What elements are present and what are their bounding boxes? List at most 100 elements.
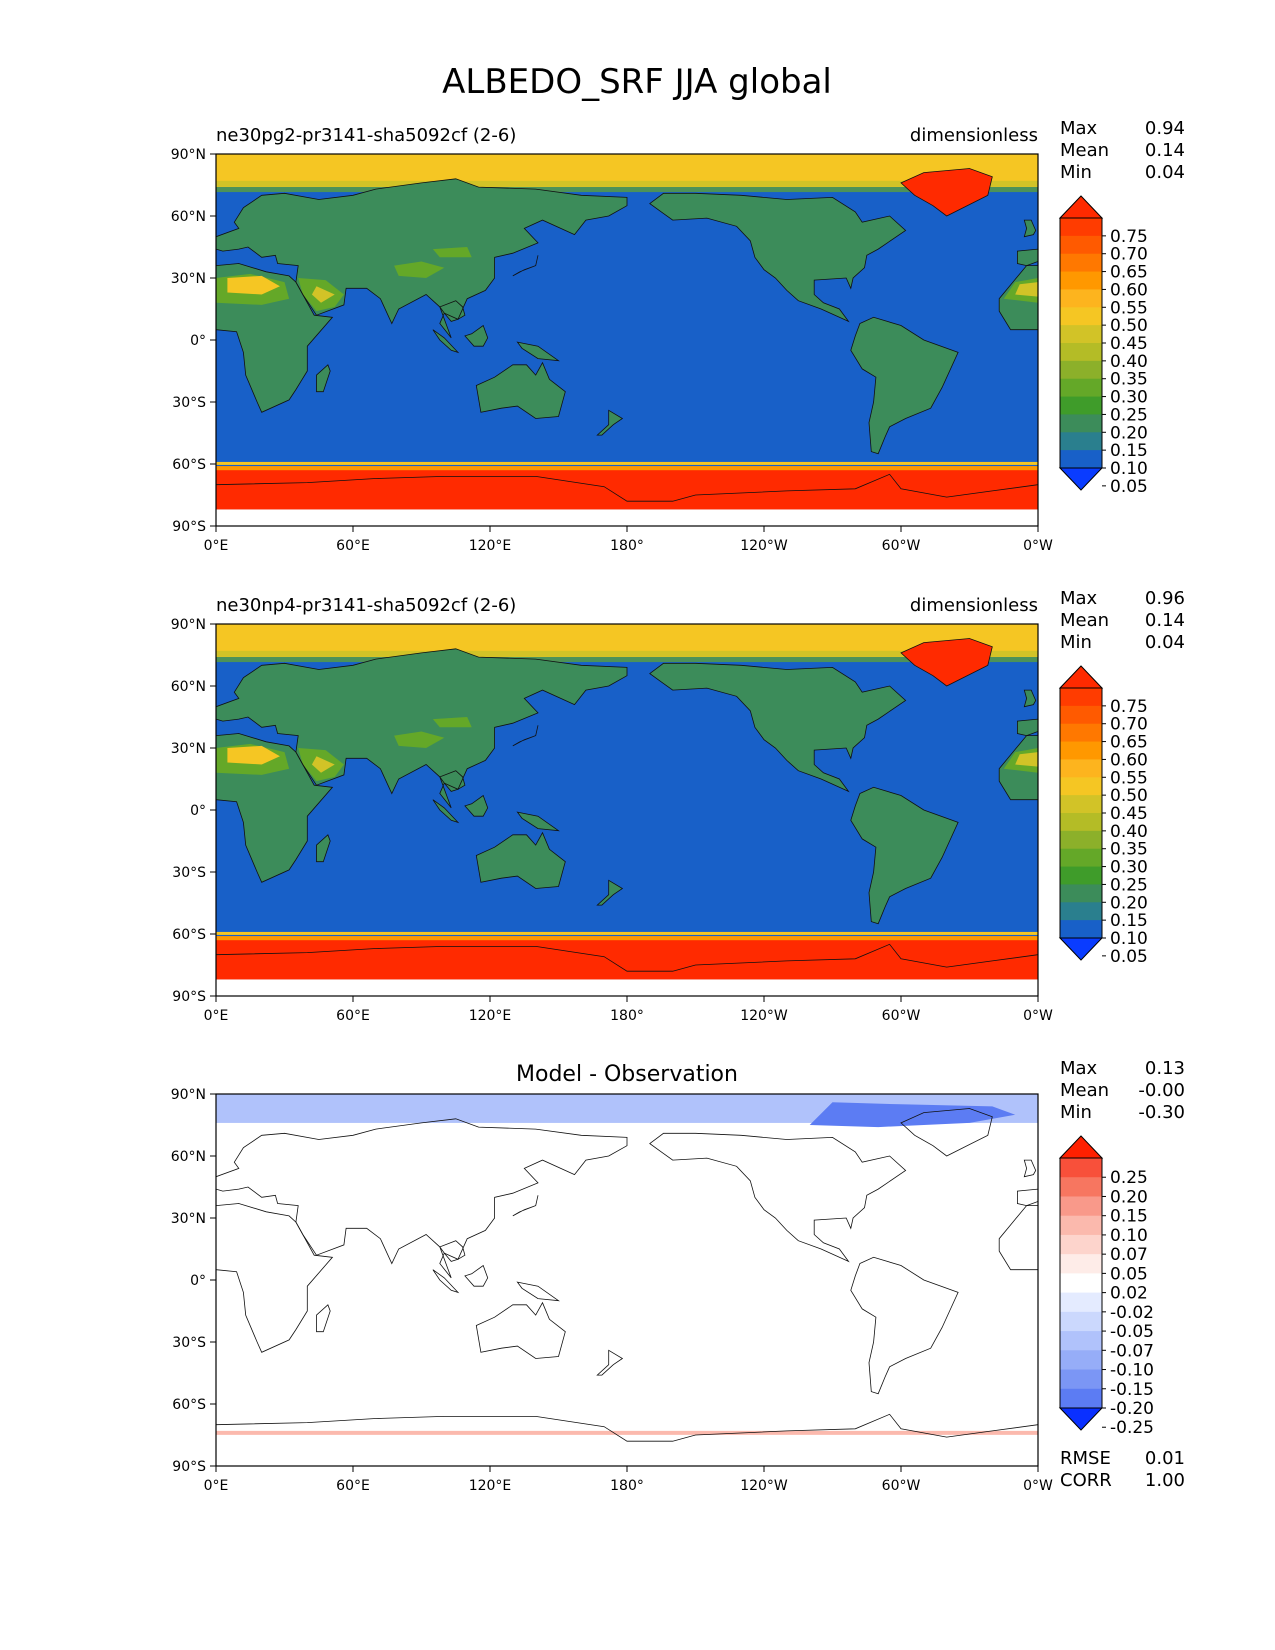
- colorbar-segment: [1060, 1292, 1102, 1313]
- panel-left-title: ne30np4-pr3141-sha5092cf (2-6): [216, 595, 516, 616]
- desert-arabia-core: [311, 286, 335, 303]
- land-indochina: [439, 300, 465, 322]
- stat-value: -0.30: [1138, 1102, 1185, 1123]
- coastline-madagascar: [316, 364, 331, 393]
- colorbar-label: 0.55: [1110, 768, 1148, 788]
- colorbar-segment: [1060, 759, 1102, 778]
- land-australia: [476, 362, 566, 419]
- colorbar-label: 0.05: [1110, 1264, 1148, 1284]
- colorbar-segment: [1060, 777, 1102, 796]
- coastline-iberia: [1017, 718, 1038, 737]
- colorbar-label: 0.10: [1110, 929, 1148, 949]
- coastline-africa: [216, 733, 334, 883]
- dry-gobi: [432, 247, 472, 258]
- land-nz: [597, 410, 623, 436]
- stat-value: 0.96: [1145, 588, 1185, 609]
- stat-label: Max: [1060, 588, 1098, 609]
- colorbar-label: 0.05: [1110, 477, 1148, 497]
- land-sumatra: [432, 329, 458, 353]
- stat-value: 0.94: [1145, 118, 1185, 139]
- lon-tick-label: 120°E: [469, 538, 512, 554]
- lat-tick-label: 60°S: [172, 927, 206, 943]
- stat-value: 0.04: [1145, 632, 1185, 653]
- colorbar-segment: [1060, 813, 1102, 832]
- colorbar-segment: [1060, 1350, 1102, 1371]
- coastline-japan: [512, 1195, 539, 1217]
- colorbar-label: 0.75: [1110, 697, 1148, 717]
- colorbar-label: 0.10: [1110, 459, 1148, 479]
- stat-label: Min: [1060, 1102, 1092, 1123]
- colorbar-segment: [1060, 1177, 1102, 1197]
- coastline-sumatra: [432, 1269, 460, 1294]
- bottom-stat-value: 0.01: [1145, 1448, 1185, 1469]
- lat-tick-label: 30°S: [172, 395, 206, 411]
- stat-label: Mean: [1060, 1080, 1109, 1101]
- arctic-band-fringe: [216, 657, 1038, 663]
- coastline-antarctica: [216, 473, 1038, 502]
- coastline-eurasia: [216, 648, 628, 809]
- colorbar-segment: [1060, 902, 1102, 921]
- lon-tick-label: 60°W: [882, 1008, 921, 1024]
- land-iberia: [1017, 249, 1038, 266]
- colorbar-segment: [1060, 289, 1102, 308]
- colorbar-label: 0.65: [1110, 263, 1148, 283]
- lon-tick-label: 180°: [610, 538, 644, 554]
- lat-tick-label: 60°S: [172, 1397, 206, 1413]
- colorbar-label: 0.55: [1110, 298, 1148, 318]
- lon-tick-label: 0°W: [1023, 1008, 1053, 1024]
- coastline-australia: [475, 831, 566, 889]
- colorbar-label: 0.70: [1110, 245, 1148, 265]
- lon-tick-label: 60°W: [882, 538, 921, 554]
- colorbar-label: 0.60: [1110, 280, 1148, 300]
- colorbar-label: 0.10: [1110, 1226, 1148, 1246]
- colorbar-segment: [1060, 414, 1102, 433]
- dry-tibet: [394, 731, 445, 748]
- lon-tick-label: 180°: [610, 1008, 644, 1024]
- land-newguinea: [517, 342, 559, 361]
- lat-tick-label: 0°: [190, 1273, 206, 1289]
- map-panel-test: 90°N 60°N 30°N 0° 30°S 60°S 90°S 0°E 60°E 120°E 18…: [171, 118, 1185, 554]
- coastline-uk: [1023, 219, 1037, 238]
- stat-label: Min: [1060, 632, 1092, 653]
- sea-ice-fringe: [216, 461, 1038, 465]
- colorbar-label: 0.07: [1110, 1245, 1148, 1265]
- coastline-africa: [216, 263, 334, 413]
- desert-core-w: [1015, 282, 1038, 297]
- lat-tick-label: 30°S: [172, 1335, 206, 1351]
- arctic-band-edge: [216, 180, 1038, 187]
- colorbar: 0.250.200.150.100.070.050.02-0.02-0.05-0…: [1058, 1135, 1154, 1438]
- lon-tick-label: 120°E: [469, 1008, 512, 1024]
- lat-tick-label: 90°S: [172, 989, 206, 1005]
- diff-field: [216, 1094, 1038, 1466]
- lat-tick-label: 90°S: [172, 519, 206, 535]
- lat-tick-label: 90°N: [171, 147, 206, 163]
- stat-value: 0.04: [1145, 162, 1185, 183]
- colorbar-segment: [1060, 741, 1102, 760]
- colorbar-label: 0.65: [1110, 733, 1148, 753]
- lon-tick-label: 120°E: [469, 1478, 512, 1494]
- panel-left-title: ne30pg2-pr3141-sha5092cf (2-6): [216, 125, 516, 146]
- lat-tick-label: 0°: [190, 333, 206, 349]
- colorbar-segment: [1060, 688, 1102, 707]
- sea-ice-edge: [216, 936, 1038, 943]
- colorbar-label: 0.20: [1110, 893, 1148, 913]
- colorbar-segment: [1060, 378, 1102, 398]
- land-southam: [850, 317, 959, 454]
- stat-value: 0.14: [1145, 140, 1185, 161]
- sea-ice-band: [216, 470, 1038, 510]
- colorbar-extend-top: [1058, 195, 1104, 219]
- stat-label: Max: [1060, 1058, 1098, 1079]
- coastline-southam: [850, 1256, 959, 1395]
- lon-tick-label: 120°W: [740, 1008, 788, 1024]
- coastline-northam: [649, 1132, 907, 1263]
- colorbar-segment: [1060, 271, 1102, 290]
- coastline-iberia: [1017, 248, 1038, 267]
- colorbar-label: 0.45: [1110, 334, 1148, 354]
- lon-tick-label: 120°W: [740, 538, 788, 554]
- sea-ice-edge: [216, 466, 1038, 473]
- land-madagascar: [316, 364, 331, 392]
- arctic-band-edge: [216, 650, 1038, 657]
- map-panel-reference: 90°N 60°N 30°N 0° 30°S 60°S 90°S 0°E 60°E 120°E 18…: [171, 588, 1185, 1024]
- coastline-northam: [649, 192, 907, 323]
